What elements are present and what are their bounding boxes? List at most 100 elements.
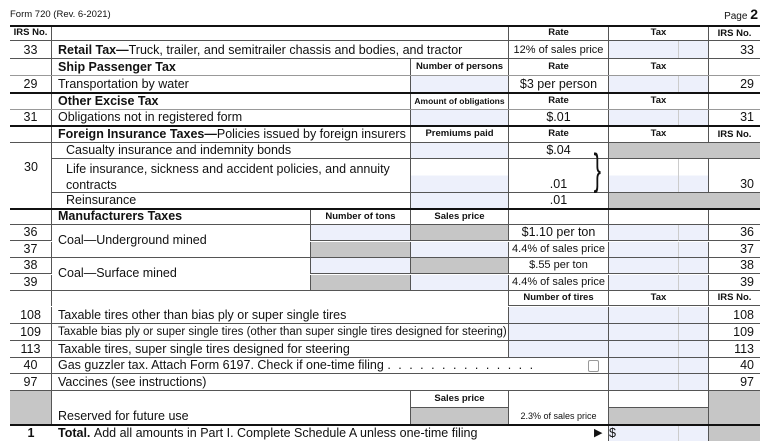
subtitle: Policies issued by foreign insurers bbox=[216, 127, 406, 141]
rate: .01 bbox=[508, 193, 608, 208]
irs-no: 38 bbox=[10, 258, 52, 274]
tons-header: Number of tons bbox=[310, 210, 410, 224]
tons-input[interactable] bbox=[310, 225, 410, 241]
total-input[interactable]: $ bbox=[608, 426, 678, 441]
irs-no-blank bbox=[10, 94, 52, 109]
currency-symbol: $ bbox=[609, 426, 616, 440]
irs-no-blank bbox=[10, 59, 52, 75]
irs-no-header: IRS No. bbox=[708, 291, 760, 306]
irs-no: 29 bbox=[10, 76, 52, 92]
tax-cents-input[interactable] bbox=[678, 324, 708, 340]
tax-input[interactable] bbox=[608, 159, 678, 192]
tax-input[interactable] bbox=[608, 41, 678, 58]
tax-cents-input[interactable] bbox=[678, 110, 708, 125]
row-31: 31 Obligations not in registered form $.… bbox=[10, 110, 760, 127]
irs-no-right: 36 bbox=[708, 225, 760, 241]
row-109: 109 Taxable bias ply or super single tir… bbox=[10, 324, 760, 341]
one-time-filing-checkbox[interactable] bbox=[588, 360, 599, 372]
title: Foreign Insurance Taxes— bbox=[58, 127, 217, 141]
page-number: Page 2 bbox=[724, 6, 758, 22]
irs-no: 109 bbox=[10, 324, 52, 340]
tax-cents-input[interactable] bbox=[678, 258, 708, 274]
description: Gas guzzler tax. Attach Form 6197. Check… bbox=[52, 358, 535, 373]
description: Transportation by water bbox=[58, 77, 189, 91]
tax-input[interactable] bbox=[608, 110, 678, 125]
irs-no: 40 bbox=[10, 358, 52, 373]
tax-input[interactable] bbox=[608, 225, 678, 241]
tax-input[interactable] bbox=[608, 341, 678, 357]
tax-cents-input[interactable] bbox=[678, 374, 708, 390]
obligations-input[interactable] bbox=[410, 110, 508, 125]
tax-input[interactable] bbox=[608, 358, 678, 373]
tax-cents-input[interactable] bbox=[678, 159, 708, 192]
irs-no-right: 37 bbox=[708, 242, 760, 257]
rate: 12% of sales price bbox=[508, 41, 608, 58]
irs-no-right: 113 bbox=[708, 341, 760, 357]
description: Taxable tires, super single tires design… bbox=[58, 342, 350, 356]
premiums-input[interactable] bbox=[410, 159, 508, 192]
irs-no-header: IRS No. bbox=[708, 127, 760, 142]
shaded-cell bbox=[411, 408, 480, 424]
section-title: Retail Tax— bbox=[58, 43, 129, 57]
tax-cents-input[interactable] bbox=[678, 307, 708, 323]
irs-no-right: 39 bbox=[708, 275, 760, 290]
form-id: Form 720 (Rev. 6-2021) bbox=[10, 9, 111, 20]
tax-cents-input[interactable] bbox=[678, 242, 708, 257]
tax-input[interactable] bbox=[608, 324, 678, 340]
tax-input[interactable] bbox=[608, 307, 678, 323]
row-29: 29 Transportation by water $3 per person… bbox=[10, 76, 760, 94]
total-cents-input[interactable] bbox=[678, 426, 708, 441]
irs-blank bbox=[708, 94, 760, 109]
irs-no: 97 bbox=[10, 374, 52, 390]
irs-no-right: 109 bbox=[708, 324, 760, 340]
rate: $3 per person bbox=[508, 76, 608, 92]
rate: 4.4% of sales price bbox=[508, 275, 608, 290]
irs-no-right: 31 bbox=[708, 110, 760, 125]
coal-surface-label: Coal—Surface mined bbox=[58, 266, 177, 280]
tax-input[interactable] bbox=[608, 242, 678, 257]
tax-input[interactable] bbox=[608, 258, 678, 274]
row-97: 97 Vaccines (see instructions) 97 bbox=[10, 374, 760, 391]
desc-line-2: contracts bbox=[66, 178, 117, 192]
rate: $.55 per ton bbox=[508, 258, 608, 274]
tires-input[interactable] bbox=[508, 307, 608, 323]
premiums-input[interactable] bbox=[410, 143, 508, 158]
tires-input[interactable] bbox=[508, 341, 608, 357]
tax-cents-input[interactable] bbox=[678, 41, 708, 58]
arrow-icon: ▶ bbox=[594, 427, 603, 439]
section-title: Foreign Insurance Taxes— Policies issued … bbox=[52, 127, 406, 142]
tax-cents-input[interactable] bbox=[678, 275, 708, 290]
persons-input[interactable] bbox=[410, 76, 508, 92]
shaded-cell bbox=[609, 408, 708, 424]
blank bbox=[708, 210, 760, 224]
tax-cell bbox=[608, 391, 708, 424]
tires-input[interactable] bbox=[508, 324, 608, 340]
premiums-input[interactable] bbox=[410, 193, 508, 208]
irs-no-right: 38 bbox=[708, 258, 760, 274]
sales-price-header: Sales price bbox=[410, 210, 508, 224]
row-36: 36 $1.10 per ton 36 bbox=[10, 225, 760, 241]
blank bbox=[508, 210, 608, 224]
irs-no-blank bbox=[10, 210, 52, 224]
irs-no-blank bbox=[10, 291, 52, 306]
column-header-row: IRS No. Rate Tax IRS No. bbox=[10, 27, 760, 41]
description: Life insurance, sickness and accident po… bbox=[52, 159, 390, 192]
tax-cents-input[interactable] bbox=[678, 358, 708, 373]
tax-cents-input[interactable] bbox=[678, 341, 708, 357]
sales-price-input[interactable] bbox=[410, 275, 508, 290]
tax-cents-input[interactable] bbox=[678, 76, 708, 92]
sales-price-input[interactable] bbox=[410, 242, 508, 257]
premiums-header: Premiums paid bbox=[410, 127, 508, 142]
shaded-cell bbox=[310, 242, 410, 257]
irs-no: 113 bbox=[10, 341, 52, 357]
desc-text: Truck, trailer, and semitrailer chassis … bbox=[128, 43, 463, 57]
tax-input[interactable] bbox=[608, 275, 678, 290]
tons-input[interactable] bbox=[310, 258, 410, 274]
tax-cents-input[interactable] bbox=[678, 225, 708, 241]
brace-icon: } bbox=[593, 145, 602, 194]
tax-input[interactable] bbox=[608, 76, 678, 92]
tires-header: Number of tires bbox=[508, 291, 608, 306]
blank bbox=[609, 391, 708, 408]
irs-no-right: 29 bbox=[708, 76, 760, 92]
tax-input[interactable] bbox=[608, 374, 678, 390]
